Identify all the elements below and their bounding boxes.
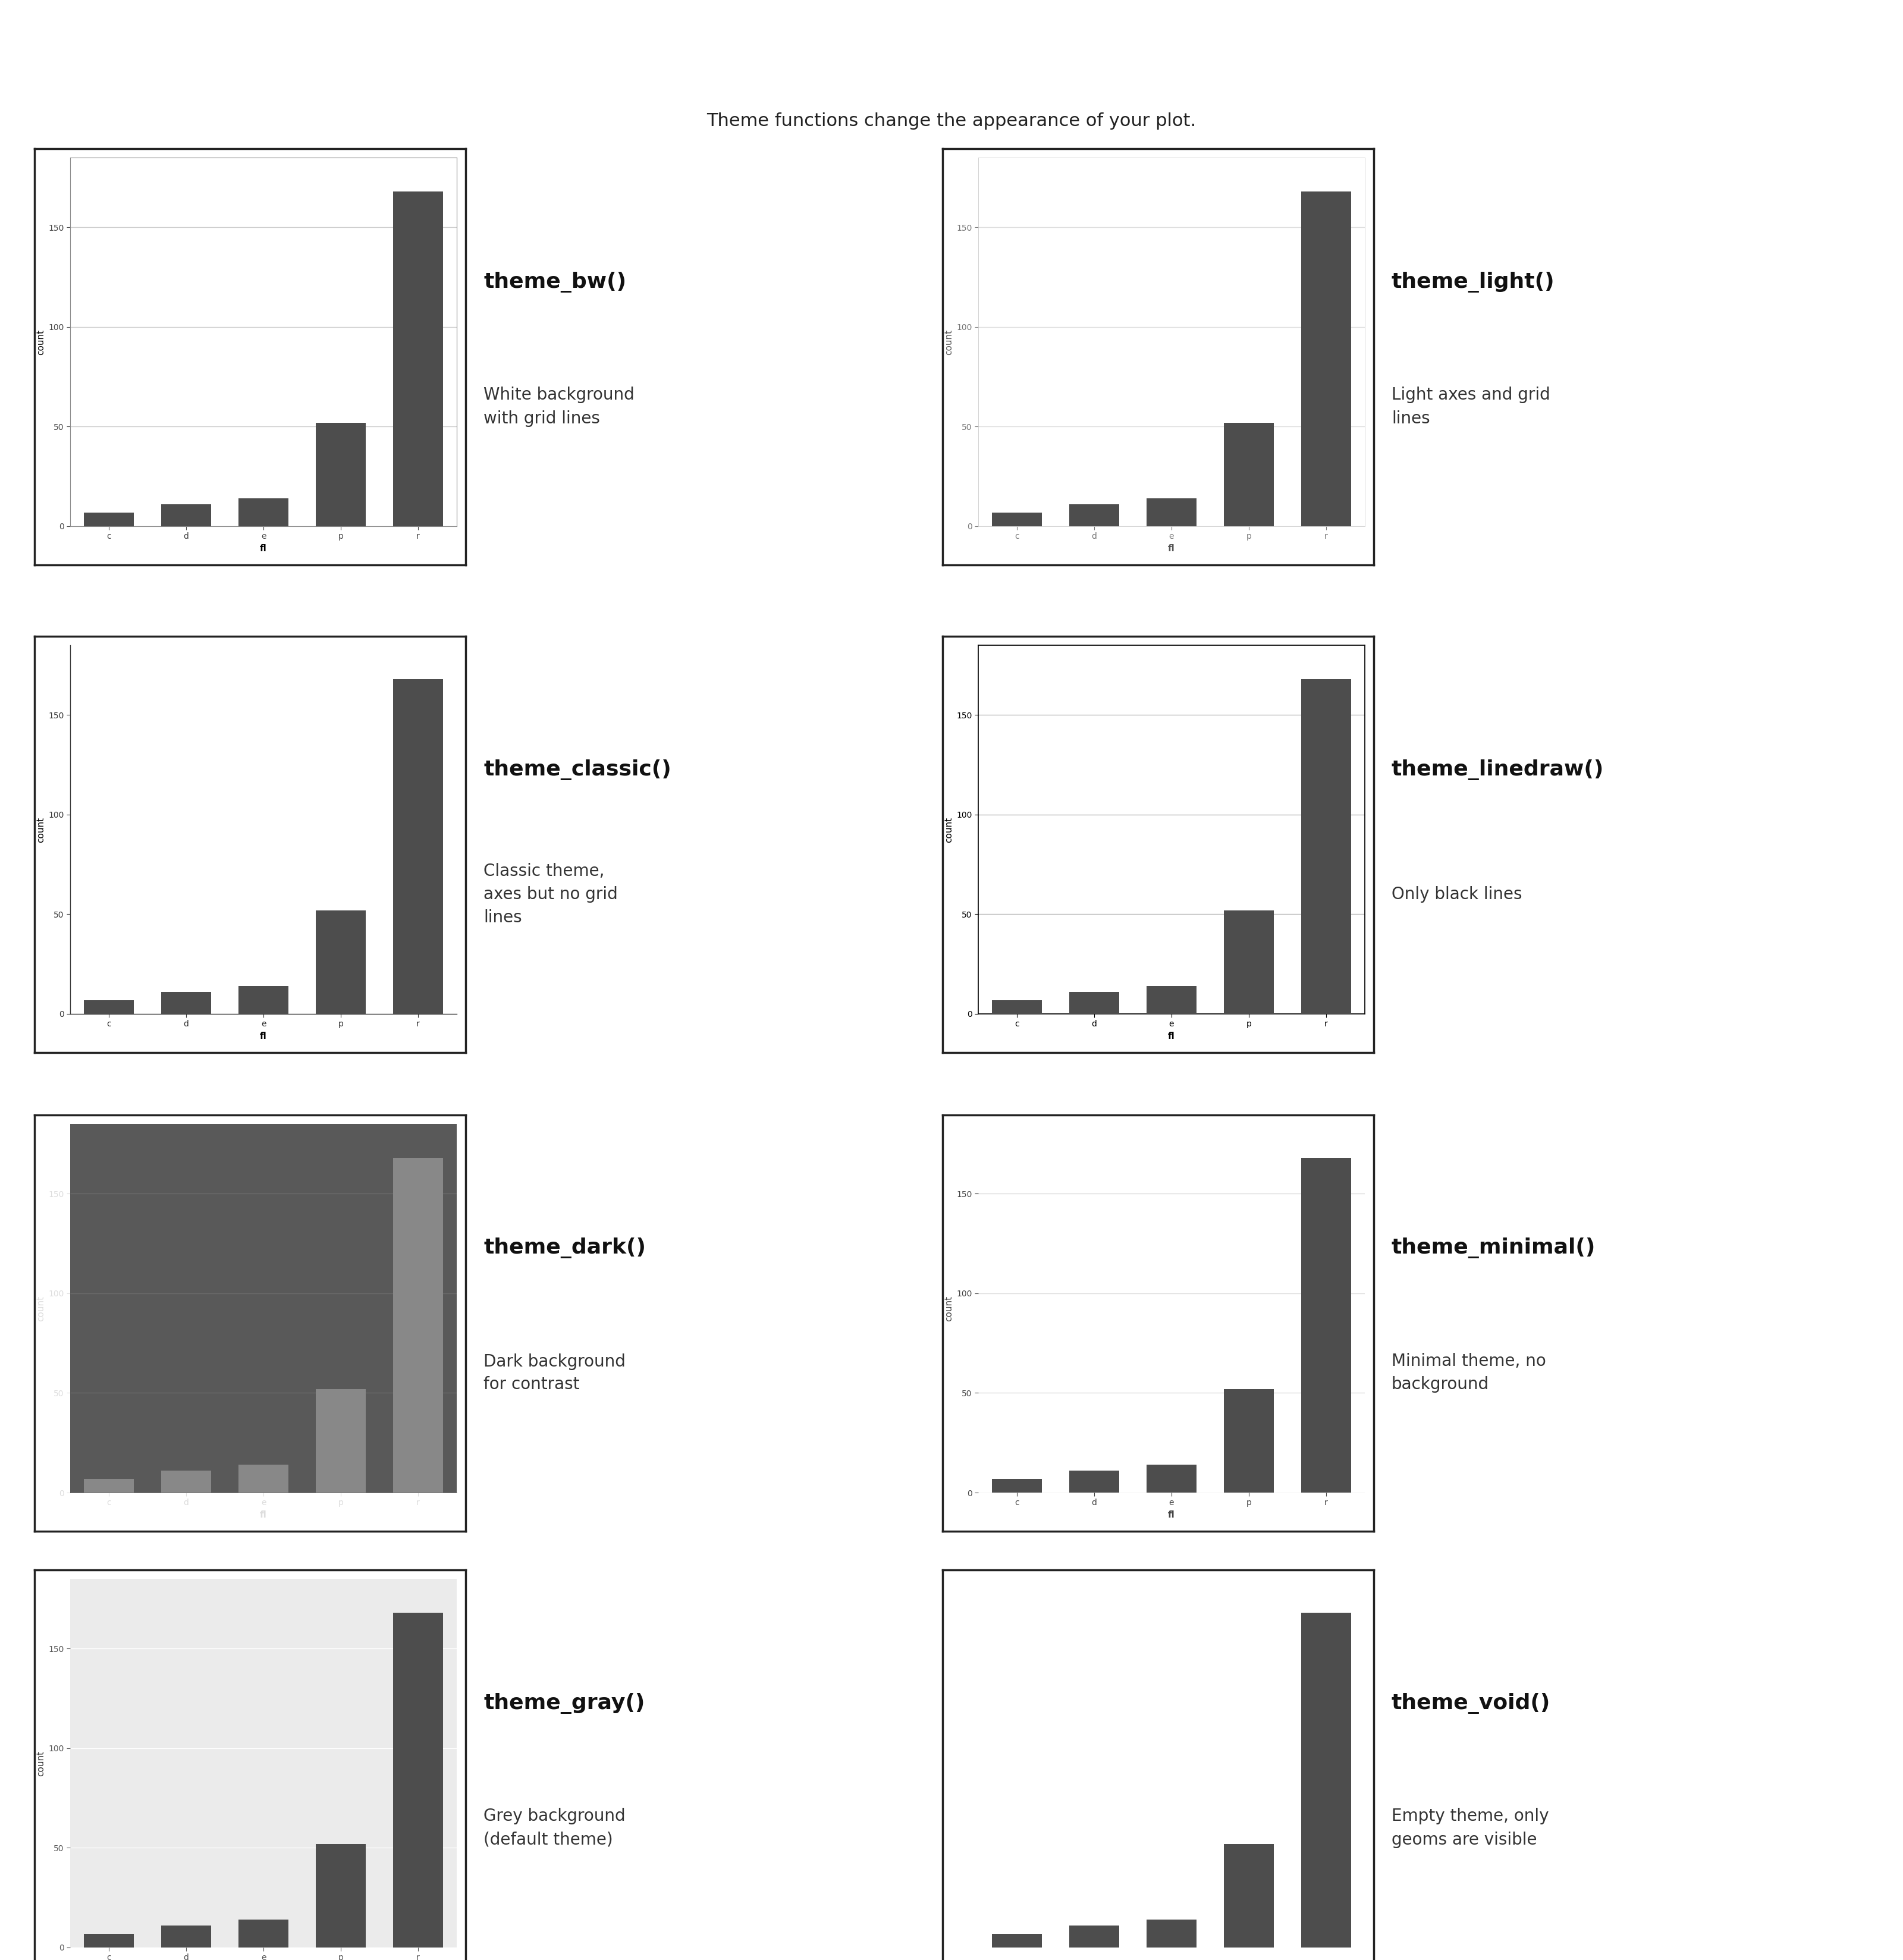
Bar [1302, 1158, 1351, 1494]
Text: Empty theme, only
geoms are visible: Empty theme, only geoms are visible [1391, 1807, 1549, 1848]
X-axis label: fl: fl [1168, 1511, 1174, 1519]
Text: theme_classic(): theme_classic() [483, 759, 672, 780]
Text: Minimal theme, no
background: Minimal theme, no background [1391, 1352, 1545, 1394]
Y-axis label: count: count [36, 1750, 46, 1776]
Text: theme_gray(): theme_gray() [483, 1693, 645, 1713]
Bar [392, 192, 443, 527]
Bar [1302, 192, 1351, 527]
Bar [1224, 1390, 1273, 1494]
Bar [1146, 1464, 1197, 1494]
Bar [991, 512, 1043, 527]
Text: Theme functions change the appearance of your plot.: Theme functions change the appearance of… [706, 112, 1197, 129]
Text: Light axes and grid
lines: Light axes and grid lines [1391, 386, 1551, 427]
Bar [1069, 504, 1119, 527]
X-axis label: fl: fl [261, 1511, 266, 1519]
Bar [1146, 498, 1197, 527]
X-axis label: fl: fl [1168, 1031, 1174, 1041]
Bar [84, 1935, 133, 1948]
Bar [316, 1844, 365, 1948]
Bar [991, 1478, 1043, 1494]
X-axis label: fl: fl [261, 1031, 266, 1041]
Bar [991, 1000, 1043, 1013]
Y-axis label: count: count [944, 1296, 953, 1321]
Bar [1146, 986, 1197, 1013]
Bar [392, 1158, 443, 1494]
Text: White background
with grid lines: White background with grid lines [483, 386, 634, 427]
Text: Themes: Themes [887, 49, 1016, 78]
Bar [238, 1464, 289, 1494]
Bar [1069, 1470, 1119, 1494]
Text: theme_dark(): theme_dark() [483, 1239, 645, 1258]
Y-axis label: count: count [36, 817, 46, 843]
Y-axis label: count: count [944, 329, 953, 355]
Bar [238, 1919, 289, 1948]
Y-axis label: count: count [36, 1296, 46, 1321]
Text: theme_light(): theme_light() [1391, 272, 1555, 292]
Text: Only black lines: Only black lines [1391, 886, 1522, 904]
Bar [162, 1925, 211, 1948]
Bar [238, 986, 289, 1013]
Bar [316, 909, 365, 1013]
Y-axis label: count: count [36, 329, 46, 355]
Text: Dark background
for contrast: Dark background for contrast [483, 1352, 626, 1394]
Text: theme_linedraw(): theme_linedraw() [1391, 759, 1604, 780]
Text: Grey background
(default theme): Grey background (default theme) [483, 1807, 626, 1848]
Bar [392, 1613, 443, 1948]
Text: theme_void(): theme_void() [1391, 1693, 1551, 1713]
Bar [162, 504, 211, 527]
Bar [316, 423, 365, 527]
Text: theme_minimal(): theme_minimal() [1391, 1239, 1597, 1258]
X-axis label: fl: fl [1168, 545, 1174, 553]
Bar [316, 1390, 365, 1494]
Text: theme_bw(): theme_bw() [483, 272, 626, 292]
Bar [1224, 909, 1273, 1013]
Bar [84, 512, 133, 527]
Bar [162, 992, 211, 1013]
Y-axis label: count: count [944, 817, 953, 843]
Bar [1302, 678, 1351, 1013]
Bar [991, 1935, 1043, 1948]
Bar [238, 498, 289, 527]
Bar [392, 678, 443, 1013]
Bar [1302, 1613, 1351, 1948]
Bar [84, 1000, 133, 1013]
Bar [84, 1478, 133, 1494]
Bar [1069, 1925, 1119, 1948]
Bar [1069, 992, 1119, 1013]
X-axis label: fl: fl [261, 545, 266, 553]
Text: Classic theme,
axes but no grid
lines: Classic theme, axes but no grid lines [483, 862, 618, 925]
Bar [162, 1470, 211, 1494]
Bar [1224, 423, 1273, 527]
Bar [1224, 1844, 1273, 1948]
Bar [1146, 1919, 1197, 1948]
